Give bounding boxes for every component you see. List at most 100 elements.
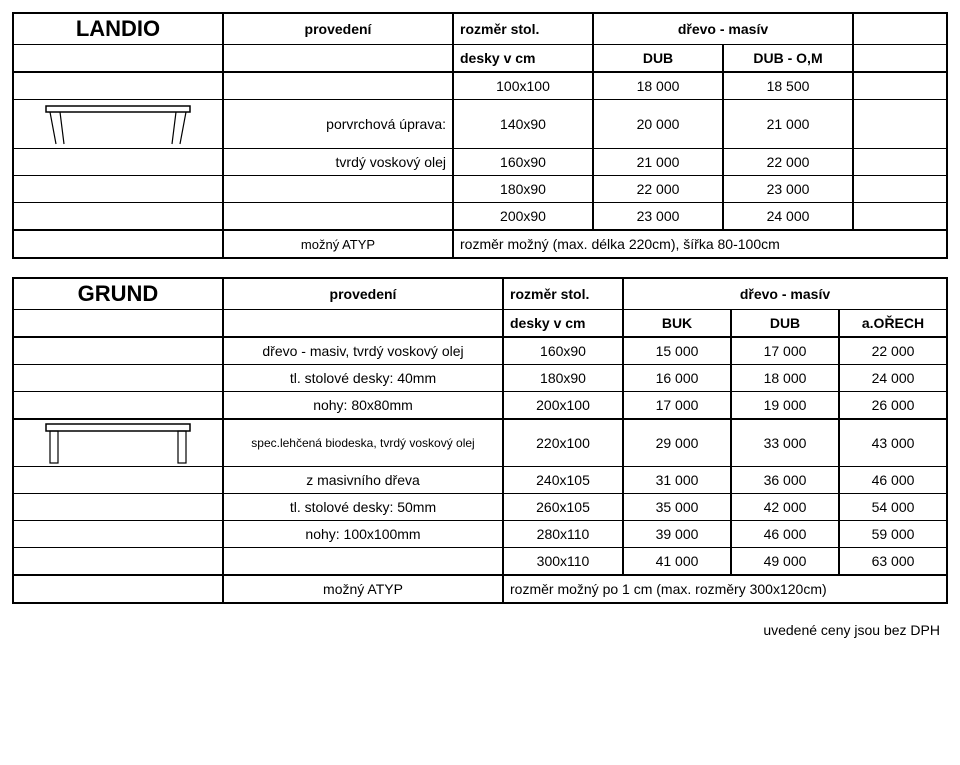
landio-dim-2: 160x90 [454, 149, 594, 175]
landio-img-cell3 [14, 149, 224, 175]
grund-dub-5: 42 000 [732, 494, 840, 520]
grund-header-row2: desky v cm BUK DUB a.OŘECH [14, 310, 946, 338]
grund-buk-5: 35 000 [624, 494, 732, 520]
grund-dim-1: 180x90 [504, 365, 624, 391]
table-drawing-icon [38, 100, 198, 148]
table-row: porvrchová úprava: 140x90 20 000 21 000 [14, 100, 946, 149]
grund-atyp-row: možný ATYP rozměr možný po 1 cm (max. ro… [14, 576, 946, 602]
grund-dim-3: 220x100 [504, 420, 624, 466]
landio-dub-4: 23 000 [594, 203, 724, 229]
grund-dub-2: 19 000 [732, 392, 840, 418]
landio-table: LANDIO provedení rozměr stol. dřevo - ma… [12, 12, 948, 259]
grund-buk-4: 31 000 [624, 467, 732, 493]
landio-dim-3: 180x90 [454, 176, 594, 202]
landio-dubom-1: 21 000 [724, 100, 854, 148]
table-row: 180x90 22 000 23 000 [14, 176, 946, 203]
landio-atyp-row: možný ATYP rozměr možný (max. délka 220c… [14, 231, 946, 257]
grund-dub-0: 17 000 [732, 338, 840, 364]
grund-title-cont [14, 310, 224, 336]
grund-or-1: 24 000 [840, 365, 946, 391]
grund-imgcell-5 [14, 494, 224, 520]
grund-buk-3: 29 000 [624, 420, 732, 466]
grund-atyp-a [14, 576, 224, 602]
grund-dub-1: 18 000 [732, 365, 840, 391]
landio-img-cell [14, 73, 224, 99]
landio-dub-2: 21 000 [594, 149, 724, 175]
landio-img-cell2 [14, 100, 224, 148]
grund-head-desky: desky v cm [504, 310, 624, 336]
grund-or-5: 54 000 [840, 494, 946, 520]
grund-lbl-2: nohy: 80x80mm [224, 392, 504, 418]
footer-note: uvedené ceny jsou bez DPH [12, 622, 948, 638]
landio-dubom-2: 22 000 [724, 149, 854, 175]
grund-imgcell-3 [14, 420, 224, 466]
grund-dub-6: 46 000 [732, 521, 840, 547]
landio-title: LANDIO [14, 14, 224, 44]
landio-lblcell-1: porvrchová úprava: [224, 100, 454, 148]
landio-img-cell4 [14, 176, 224, 202]
grund-buk-0: 15 000 [624, 338, 732, 364]
landio-lblcell-3 [224, 176, 454, 202]
grund-dim-6: 280x110 [504, 521, 624, 547]
grund-head-buk: BUK [624, 310, 732, 336]
grund-lbl-4: z masivního dřeva [224, 467, 504, 493]
grund-imgcell-1 [14, 365, 224, 391]
grund-head-dub: DUB [732, 310, 840, 336]
table-row: nohy: 80x80mm 200x100 17 000 19 000 26 0… [14, 392, 946, 420]
grund-or-0: 22 000 [840, 338, 946, 364]
grund-dim-4: 240x105 [504, 467, 624, 493]
landio-head-provedeni: provedení [224, 14, 454, 44]
grund-or-3: 43 000 [840, 420, 946, 466]
table-row: tl. stolové desky: 40mm 180x90 16 000 18… [14, 365, 946, 392]
grund-title: GRUND [14, 279, 224, 309]
landio-head-dub: DUB [594, 45, 724, 71]
grund-imgcell-6 [14, 521, 224, 547]
grund-head-prov: provedení [224, 279, 504, 309]
landio-dub-0: 18 000 [594, 73, 724, 99]
landio-head-rozmer: rozměr stol. [454, 14, 594, 44]
table-row: nohy: 100x100mm 280x110 39 000 46 000 59… [14, 521, 946, 548]
landio-head-dubom: DUB - O,M [724, 45, 854, 71]
grund-imgcell-2 [14, 392, 224, 418]
landio-dub-3: 22 000 [594, 176, 724, 202]
grund-dim-5: 260x105 [504, 494, 624, 520]
table-row: tvrdý voskový olej 160x90 21 000 22 000 [14, 149, 946, 176]
grund-buk-1: 16 000 [624, 365, 732, 391]
grund-lbl-3: spec.lehčená biodeska, tvrdý voskový ole… [224, 420, 504, 466]
table-row: 100x100 18 000 18 500 [14, 73, 946, 100]
grund-header-row1: GRUND provedení rozměr stol. dřevo - mas… [14, 279, 946, 310]
grund-imgcell-0 [14, 338, 224, 364]
grund-imgcell-7 [14, 548, 224, 574]
grund-or-2: 26 000 [840, 392, 946, 418]
table-row: dřevo - masiv, tvrdý voskový olej 160x90… [14, 338, 946, 365]
table-drawing-icon [38, 420, 198, 466]
landio-head-prov-cont [224, 45, 454, 71]
grund-buk-7: 41 000 [624, 548, 732, 574]
landio-head-empty2 [854, 45, 946, 71]
landio-head-empty1 [854, 14, 946, 44]
grund-dub-3: 33 000 [732, 420, 840, 466]
grund-table: GRUND provedení rozměr stol. dřevo - mas… [12, 277, 948, 604]
grund-head-orech: a.OŘECH [840, 310, 946, 336]
table-row: z masivního dřeva 240x105 31 000 36 000 … [14, 467, 946, 494]
landio-dim-0: 100x100 [454, 73, 594, 99]
landio-dubom-4: 24 000 [724, 203, 854, 229]
landio-head-drevo: dřevo - masív [594, 14, 854, 44]
landio-header-row2: desky v cm DUB DUB - O,M [14, 45, 946, 73]
landio-empty-4 [854, 203, 946, 229]
landio-empty-0 [854, 73, 946, 99]
grund-lbl-5: tl. stolové desky: 50mm [224, 494, 504, 520]
landio-dub-1: 20 000 [594, 100, 724, 148]
landio-empty-2 [854, 149, 946, 175]
grund-buk-2: 17 000 [624, 392, 732, 418]
landio-empty-3 [854, 176, 946, 202]
grund-lbl-6: nohy: 100x100mm [224, 521, 504, 547]
grund-buk-6: 39 000 [624, 521, 732, 547]
landio-atyp-label: možný ATYP [224, 231, 454, 257]
table-row: spec.lehčená biodeska, tvrdý voskový ole… [14, 420, 946, 467]
grund-atyp-label: možný ATYP [224, 576, 504, 602]
grund-dub-4: 36 000 [732, 467, 840, 493]
landio-lblcell-0 [224, 73, 454, 99]
grund-atyp-note: rozměr možný po 1 cm (max. rozměry 300x1… [504, 576, 946, 602]
grund-or-4: 46 000 [840, 467, 946, 493]
